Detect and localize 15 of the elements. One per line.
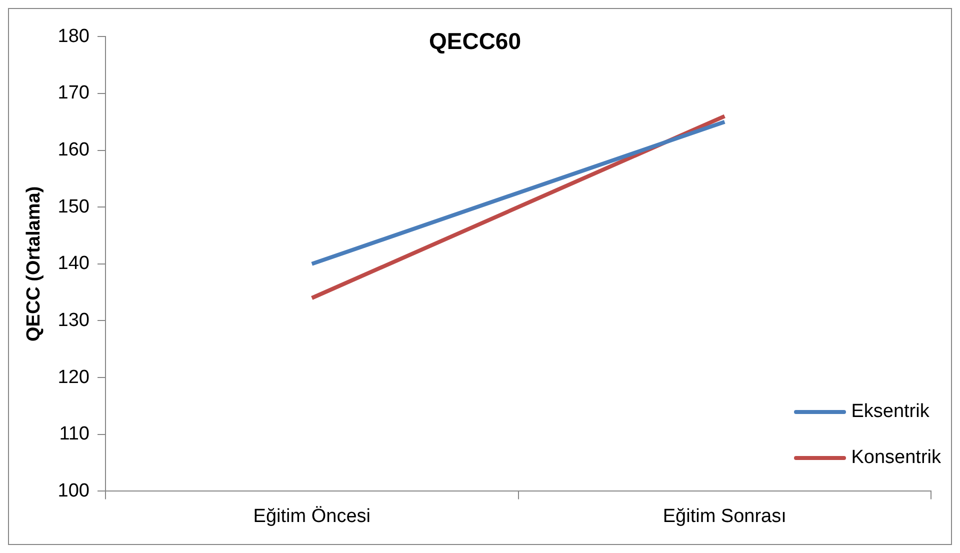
y-tick-label: 170: [58, 82, 90, 104]
y-axis-title: QECC (Ortalama): [24, 186, 45, 342]
y-tick-label: 180: [58, 26, 90, 47]
x-tick-label: Eğitim Sonrası: [662, 506, 786, 527]
y-tick-label: 160: [58, 139, 90, 160]
y-tick-label: 130: [58, 310, 90, 331]
y-tick-label: 100: [58, 480, 90, 502]
y-tick-label: 110: [59, 424, 90, 445]
legend-label: Eksentrik: [851, 401, 930, 423]
legend-label: Konsentrik: [851, 447, 941, 469]
y-tick-label: 120: [58, 366, 90, 388]
y-tick-label: 140: [58, 253, 90, 274]
chart-title: QECC60: [428, 28, 522, 54]
x-tick-label: Eğitim Öncesi: [253, 506, 370, 527]
y-tick-label: 150: [58, 196, 90, 218]
